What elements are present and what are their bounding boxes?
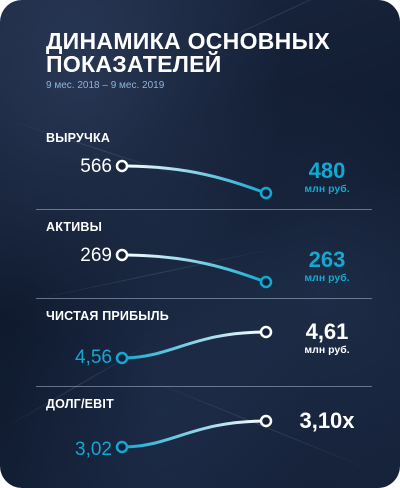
chart-subtitle: 9 мес. 2018 – 9 мес. 2019	[46, 80, 165, 91]
series-label-assets: АКТИВЫ	[46, 220, 103, 234]
start-value-net-profit: 4,56	[75, 347, 112, 368]
series-1-end-point	[259, 186, 273, 200]
series-label-debt-ebit: ДОЛГ/EBIT	[46, 397, 114, 411]
unit-net-profit: млн руб.	[304, 344, 350, 356]
unit-revenue: млн руб.	[304, 183, 350, 195]
start-value-revenue: 566	[80, 156, 112, 177]
unit-assets: млн руб.	[304, 272, 350, 284]
separator-1	[36, 209, 372, 210]
series-label-net-profit: ЧИСТАЯ ПРИБЫЛЬ	[46, 309, 169, 323]
series-line-3	[120, 330, 268, 360]
end-value-revenue: 480	[308, 158, 346, 183]
series-3-end-point	[259, 325, 273, 339]
series-2-end-point	[259, 275, 273, 289]
series-1-start-point	[115, 159, 129, 173]
start-value-assets: 269	[80, 245, 112, 266]
start-value-debt-ebit: 3,02	[75, 439, 112, 460]
series-4-start-point	[115, 440, 129, 454]
series-4-end-point	[259, 414, 273, 428]
separator-3	[36, 386, 372, 387]
end-value-net-profit: 4,61	[305, 319, 349, 344]
series-line-2	[120, 253, 268, 284]
series-2-start-point	[115, 248, 129, 262]
separator-2	[36, 298, 372, 299]
end-value-assets: 263	[308, 247, 346, 272]
series-3-start-point	[115, 351, 129, 365]
series-line-4	[120, 419, 268, 449]
series-line-1	[120, 164, 268, 195]
end-value-debt-ebit: 3,10x	[299, 408, 355, 433]
chart-title: ДИНАМИКА ОСНОВНЫХ ПОКАЗАТЕЛЕЙ	[46, 28, 331, 77]
series-label-revenue: ВЫРУЧКА	[46, 131, 111, 145]
